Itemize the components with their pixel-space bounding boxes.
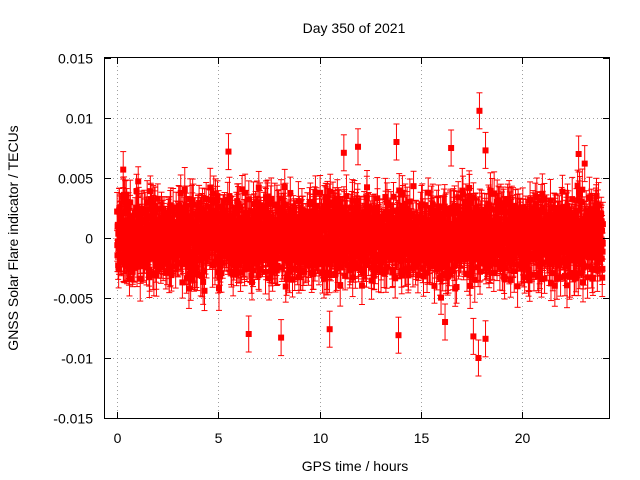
- square-marker: [135, 178, 142, 185]
- square-marker: [214, 193, 221, 200]
- square-marker: [130, 259, 137, 266]
- square-marker: [186, 223, 193, 230]
- square-marker: [255, 184, 262, 191]
- square-marker: [154, 195, 161, 202]
- square-marker: [200, 278, 207, 285]
- square-marker: [250, 267, 257, 274]
- square-marker: [172, 255, 179, 262]
- square-marker: [203, 253, 210, 260]
- square-marker: [207, 184, 214, 191]
- square-marker: [127, 199, 134, 206]
- square-marker: [215, 269, 222, 276]
- square-marker: [137, 225, 144, 232]
- square-marker: [184, 264, 191, 271]
- square-marker: [143, 262, 150, 269]
- square-marker: [133, 188, 140, 195]
- square-marker: [137, 275, 144, 282]
- square-marker: [141, 206, 148, 213]
- square-marker: [179, 279, 186, 286]
- square-marker: [161, 209, 168, 216]
- square-marker: [126, 275, 133, 282]
- square-marker: [162, 228, 169, 235]
- square-marker: [189, 197, 196, 204]
- square-marker: [196, 199, 203, 206]
- square-marker: [168, 272, 175, 279]
- square-marker: [144, 199, 151, 206]
- square-marker: [204, 215, 211, 222]
- square-marker: [152, 204, 159, 211]
- square-marker: [121, 253, 128, 260]
- square-marker: [194, 270, 201, 277]
- chart-title: Day 350 of 2021: [303, 20, 406, 36]
- square-marker: [181, 186, 188, 193]
- square-marker: [157, 264, 164, 271]
- square-marker: [174, 243, 181, 250]
- square-marker: [262, 268, 269, 275]
- square-marker: [131, 221, 138, 228]
- square-marker: [268, 195, 275, 202]
- square-marker: [116, 205, 123, 212]
- square-marker: [212, 259, 219, 266]
- square-marker: [215, 285, 222, 292]
- square-marker: [210, 190, 217, 197]
- data-series: [114, 92, 606, 377]
- square-marker: [193, 264, 200, 271]
- square-marker: [150, 254, 157, 261]
- square-marker: [175, 259, 182, 266]
- square-marker: [153, 258, 160, 265]
- square-marker: [249, 279, 256, 286]
- square-marker: [208, 208, 215, 215]
- square-marker: [203, 195, 210, 202]
- square-marker: [183, 203, 190, 210]
- square-marker: [189, 234, 196, 241]
- square-marker: [201, 287, 208, 294]
- square-marker: [146, 270, 153, 277]
- square-marker: [281, 184, 288, 191]
- square-marker: [158, 205, 165, 212]
- square-marker: [162, 269, 169, 276]
- square-marker: [134, 263, 141, 270]
